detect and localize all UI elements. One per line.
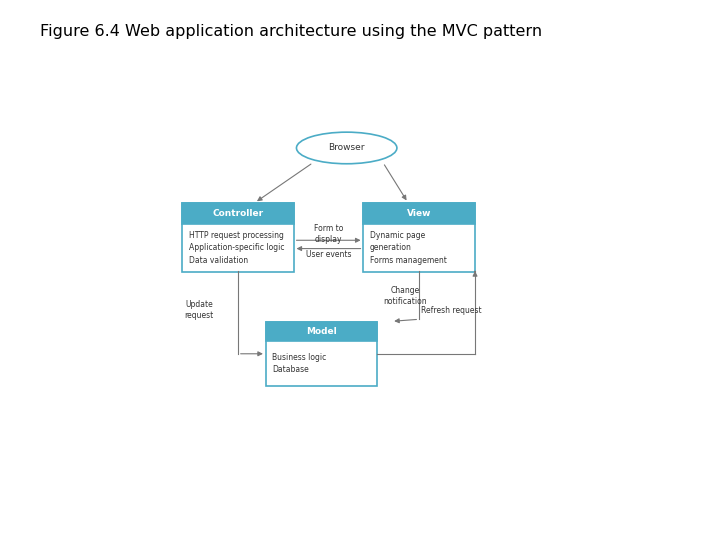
- Text: Form to
display: Form to display: [314, 225, 343, 245]
- FancyBboxPatch shape: [364, 203, 475, 224]
- Text: Update
request: Update request: [184, 300, 213, 320]
- FancyBboxPatch shape: [182, 203, 294, 272]
- Ellipse shape: [297, 132, 397, 164]
- Text: Refresh request: Refresh request: [421, 306, 482, 315]
- Text: Model: Model: [306, 327, 337, 336]
- FancyBboxPatch shape: [266, 321, 377, 386]
- Text: Figure 6.4 Web application architecture using the MVC pattern: Figure 6.4 Web application architecture …: [40, 24, 541, 39]
- Text: Controller: Controller: [212, 209, 264, 218]
- Text: Dynamic page
generation
Forms management: Dynamic page generation Forms management: [370, 231, 447, 265]
- FancyBboxPatch shape: [364, 203, 475, 272]
- FancyBboxPatch shape: [182, 203, 294, 224]
- Text: HTTP request processing
Application-specific logic
Data validation: HTTP request processing Application-spec…: [189, 231, 284, 265]
- Text: Browser: Browser: [328, 144, 365, 152]
- Text: User events: User events: [305, 251, 351, 259]
- FancyBboxPatch shape: [266, 321, 377, 341]
- Text: Change
notification: Change notification: [384, 286, 427, 306]
- Text: View: View: [407, 209, 431, 218]
- Text: Business logic
Database: Business logic Database: [272, 353, 327, 374]
